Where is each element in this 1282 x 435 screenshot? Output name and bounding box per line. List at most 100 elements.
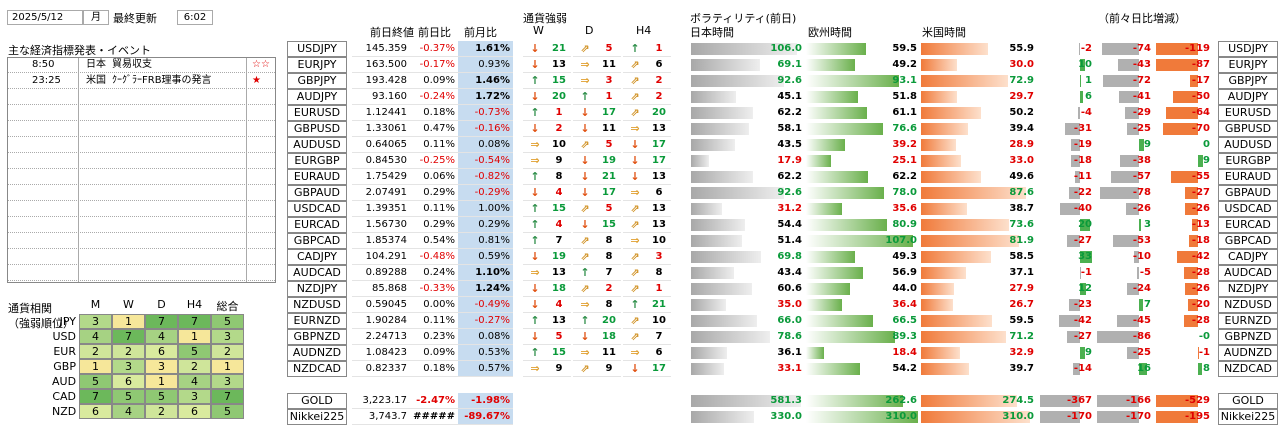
corr-row-USD: USD [52, 330, 76, 343]
strength-arrow-icon: ⇗ [623, 265, 647, 281]
strength-rank: 6 [647, 185, 671, 201]
diff-bar [1080, 91, 1083, 103]
strength-rank: 18 [547, 281, 571, 297]
strength-arrow-icon: ⇗ [573, 41, 597, 57]
prev-close: 1.75429 [352, 169, 410, 185]
diff-value: -74 [1132, 43, 1151, 54]
event-mark: ★ [252, 75, 261, 86]
pair-name-right: EURGBP [1218, 153, 1278, 169]
vol-us-value: 49.6 [1009, 171, 1034, 182]
event-row [8, 218, 275, 233]
diff-bar [1189, 235, 1198, 247]
strength-rank: 9 [597, 361, 621, 377]
strength-arrow-icon: ↓ [523, 249, 547, 265]
diff-value: -25 [1132, 123, 1151, 134]
date-text: 2025/5/12 [12, 12, 64, 23]
vol-bar [691, 75, 784, 87]
vol-bar [691, 187, 784, 199]
strength-rank: 2 [597, 281, 621, 297]
diff-bar [1040, 411, 1080, 423]
vol-eu-value: 49.3 [892, 251, 917, 262]
vol-us-value: 26.7 [1009, 299, 1034, 310]
vol-eu-value: 44.0 [892, 283, 917, 294]
strength-arrow-icon: ⇗ [573, 249, 597, 265]
pair-name: EURCAD [287, 217, 347, 233]
strength-rank: 5 [597, 137, 621, 153]
diff-value: -19 [1073, 139, 1092, 150]
vol-bar [806, 267, 863, 279]
strength-rank: 15 [597, 217, 621, 233]
pair-name-right: NZDUSD [1218, 297, 1278, 313]
strength-arrow-icon: ⇗ [623, 105, 647, 121]
diff-cell: -27 [1038, 329, 1094, 345]
diff-bar [1103, 75, 1139, 87]
dod-change: 0.06% [410, 169, 458, 185]
vol-cell: 51.8 [805, 89, 919, 105]
strength-arrow-icon: ↑ [573, 313, 597, 329]
diff-cell: -25 [1095, 121, 1153, 137]
diff-cell: 9 [1095, 137, 1153, 153]
diff-bar [1139, 299, 1143, 311]
strength-arrow-icon: ⇒ [523, 361, 547, 377]
vol-bar [806, 411, 918, 423]
diff-bar [1110, 171, 1139, 183]
event-name: ｸｰｸﾞﾗｰFRB理事の発言 [112, 75, 212, 86]
vol-eu-value: 49.2 [892, 59, 917, 70]
prev-close: 145.359 [352, 41, 410, 57]
dod-change: 0.54% [410, 233, 458, 249]
vol-us-value: 39.4 [1009, 123, 1034, 134]
vol-bar [806, 299, 843, 311]
vol-cell: 310.0 [805, 409, 919, 425]
vol-bar [691, 315, 757, 327]
vol-cell: 80.9 [805, 217, 919, 233]
diff-bar [1066, 235, 1080, 247]
vol-eu-value: 107.0 [885, 235, 917, 246]
strength-arrow-icon: ↓ [573, 185, 597, 201]
vol-cell: 60.6 [690, 281, 804, 297]
vol-bar [691, 363, 725, 375]
corr-col-総合: 総合 [216, 300, 239, 313]
vol-jp-value: 31.2 [777, 203, 802, 214]
diff-cell: -70 [1154, 121, 1212, 137]
prev-close: 1.08423 [352, 345, 410, 361]
vol-cell: 25.1 [805, 153, 919, 169]
vol-cell: 93.1 [805, 73, 919, 89]
diff-value: -23 [1073, 299, 1092, 310]
event-col-sep [78, 58, 79, 282]
vol-eu-value: 35.6 [892, 203, 917, 214]
vol-bar [691, 251, 761, 263]
strength-rank: 15 [547, 73, 571, 89]
diff-value: -2 [1080, 43, 1092, 54]
vol-bar [806, 203, 842, 215]
vol-cell: 56.9 [805, 265, 919, 281]
prev-close: 1.85374 [352, 233, 410, 249]
strength-rank: 8 [647, 265, 671, 281]
diff-cell: -0 [1154, 329, 1212, 345]
vol-bar [806, 363, 861, 375]
diff-cell: -72 [1095, 73, 1153, 89]
corr-cell: 4 [145, 329, 178, 344]
vol-cell: 262.6 [805, 393, 919, 409]
strength-arrow-icon: ⇒ [573, 297, 597, 313]
diff-bar [1060, 203, 1080, 215]
vol-cell: 76.6 [805, 121, 919, 137]
diff-value: -27 [1073, 331, 1092, 342]
dod-change: -0.37% [410, 41, 458, 57]
vol-bar [691, 347, 728, 359]
corr-cell: 1 [112, 314, 145, 329]
prev-close: 0.84530 [352, 153, 410, 169]
vol-eu-value: 310.0 [885, 411, 917, 422]
corr-cell: 2 [112, 344, 145, 359]
strength-rank: 10 [647, 313, 671, 329]
vol-cell: 28.9 [920, 137, 1036, 153]
diff-value: 9 [1144, 139, 1151, 150]
pair-name-right: USDCAD [1218, 201, 1278, 217]
diff-value: 7 [1144, 299, 1151, 310]
prev-close: 3,743.7 [352, 409, 410, 425]
diff-cell: -50 [1154, 89, 1212, 105]
strength-rank: 21 [597, 169, 621, 185]
diff-value: -55 [1191, 171, 1210, 182]
diff-value: -31 [1073, 123, 1092, 134]
vol-cell: 37.1 [920, 265, 1036, 281]
vol-bar [921, 123, 969, 135]
